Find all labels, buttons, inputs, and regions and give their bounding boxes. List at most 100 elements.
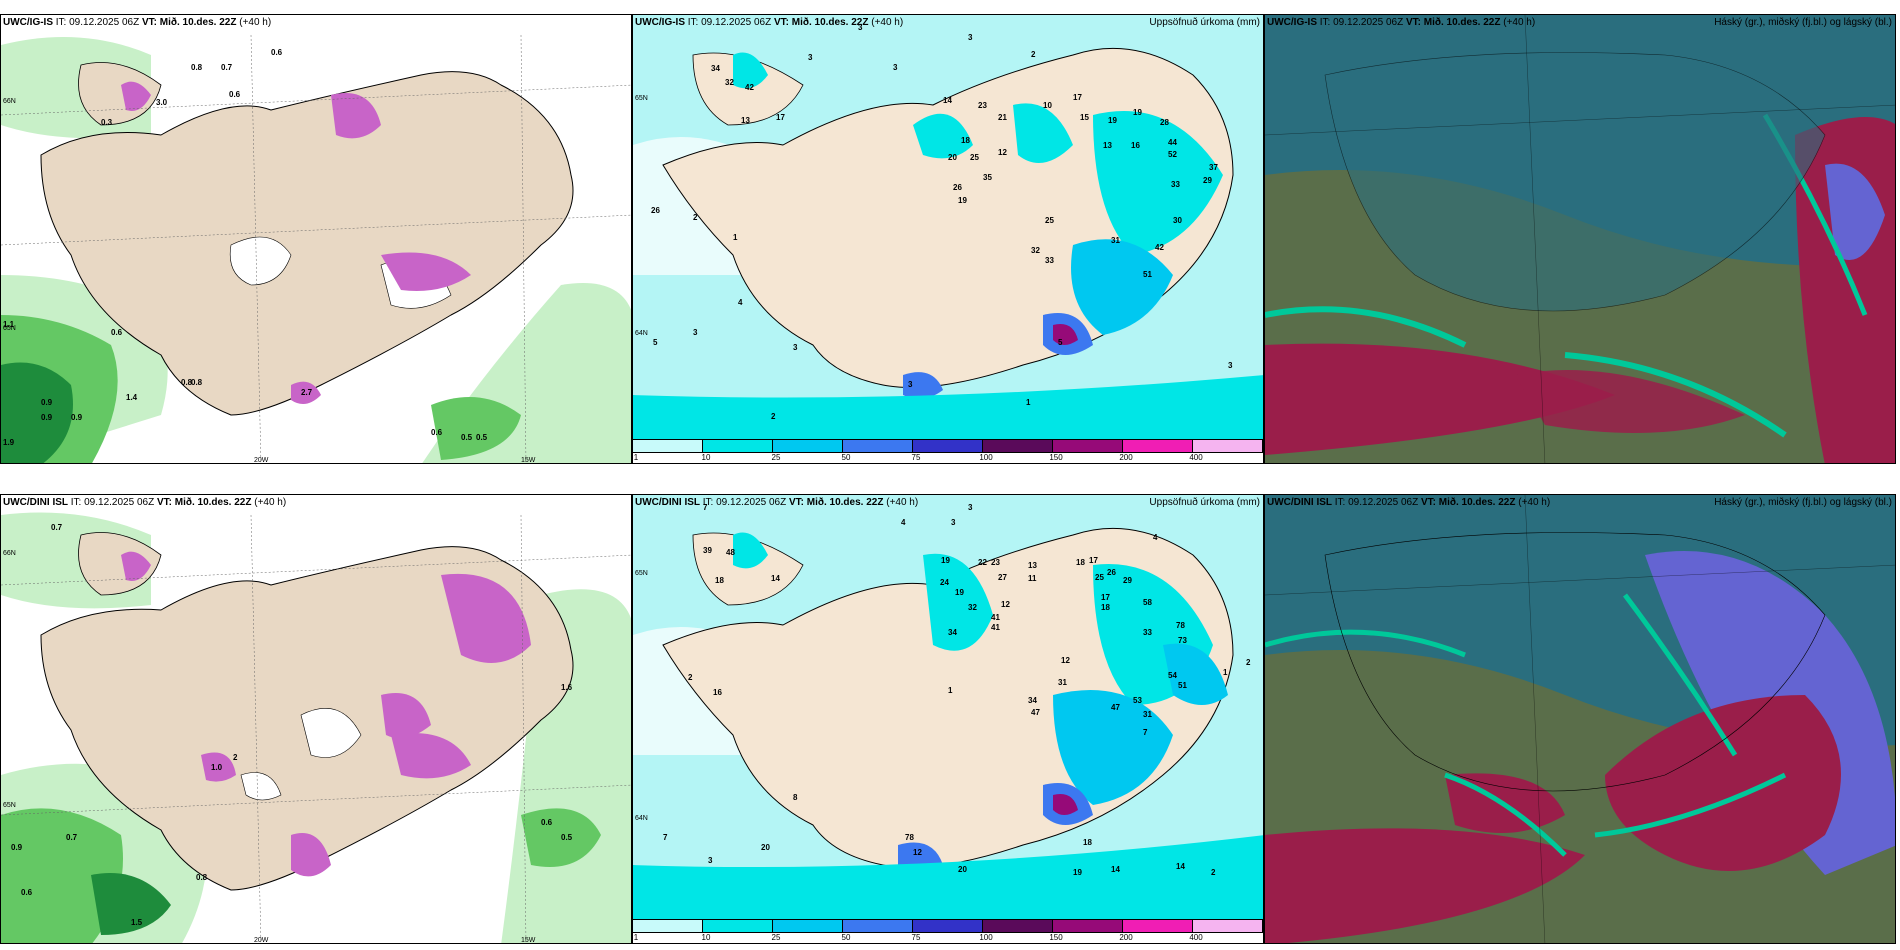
colorbar-swatch — [843, 440, 913, 452]
precip-val: 17 — [776, 113, 785, 122]
colorbar-label: 1 — [633, 933, 639, 942]
precip-val: 4 — [738, 298, 743, 307]
colorbar-swatch — [1053, 920, 1123, 932]
precip-val: 25 — [970, 153, 979, 162]
precip-val: 32 — [725, 78, 734, 87]
precip-val: 3 — [908, 380, 913, 389]
precip-val: 2 — [1246, 658, 1251, 667]
axis-label-1: 65N — [635, 95, 648, 102]
colorbar-label: 100 — [979, 933, 993, 942]
colorbar-swatch — [773, 440, 843, 452]
colorbar-label: 75 — [911, 453, 921, 462]
colorbar-swatch — [773, 920, 843, 932]
precip-val: 2 — [688, 673, 693, 682]
colorbar: 1 10 25 50 75 100 150 200 400 — [633, 439, 1263, 463]
precip-val: 41 — [991, 623, 1000, 632]
axis-label-2: 20W — [254, 937, 269, 944]
precip-val: 18 — [1083, 838, 1092, 847]
precip-label-8: 0.5 — [561, 833, 573, 842]
precip-val: 16 — [713, 688, 722, 697]
precip-label-3: 0.7 — [66, 833, 78, 842]
precip-val: 33 — [1045, 256, 1054, 265]
colorbar-label: 100 — [979, 453, 993, 462]
colorbar-label: 1 — [633, 453, 639, 462]
precip-val: 48 — [726, 548, 735, 557]
precip-val: 34 — [948, 628, 957, 637]
precip-val: 26 — [1107, 568, 1116, 577]
precip-val: 1 — [1223, 668, 1228, 677]
precip-label-14: 1.4 — [126, 393, 138, 402]
precip-label-6: 1.9 — [3, 438, 15, 447]
precip-val: 4 — [1153, 533, 1158, 542]
colorbar-label: 50 — [841, 933, 851, 942]
colorbar-label: 50 — [841, 453, 851, 462]
colorbar-label: 400 — [1189, 933, 1203, 942]
precip-label-16: 0.6 — [431, 428, 443, 437]
precip-val: 16 — [1131, 141, 1140, 150]
panel-ig-cloud: UWC/IG-IS IT: 09.12.2025 06Z VT: Mið. 10… — [1264, 14, 1896, 464]
precip-label-6: 1.0 — [211, 763, 223, 772]
precip-val: 78 — [905, 833, 914, 842]
panel-title: UWC/DINI ISL IT: 09.12.2025 06Z VT: Mið.… — [3, 497, 287, 508]
precip-val: 47 — [1031, 708, 1040, 717]
precip-label-8: 1.1 — [3, 320, 15, 329]
precip-label-15: 2.7 — [301, 388, 313, 397]
precip-val: 18 — [715, 576, 724, 585]
precip-val: 23 — [991, 558, 1000, 567]
precip-val: 17 — [1073, 93, 1082, 102]
colorbar-swatches — [633, 919, 1263, 933]
panel-title: UWC/IG-IS IT: 09.12.2025 06Z VT: Mið. 10… — [3, 17, 272, 28]
colorbar-label: 75 — [911, 933, 921, 942]
precip-val: 2 — [1031, 50, 1036, 59]
panel-dini-precip: UWC/DINI ISL IT: 09.12.2025 06Z VT: Mið.… — [632, 494, 1264, 944]
colorbar-label: 25 — [771, 933, 781, 942]
colorbar-swatch — [1123, 920, 1193, 932]
colorbar-swatch — [703, 920, 773, 932]
colorbar-swatch — [1193, 920, 1263, 932]
map-precip-ig: 34 32 42 13 17 14 23 21 10 17 15 19 19 2… — [633, 15, 1263, 441]
precip-val: 3 — [968, 503, 973, 512]
precip-val: 44 — [1168, 138, 1177, 147]
precip-val: 19 — [958, 196, 967, 205]
precip-val: 42 — [745, 83, 754, 92]
colorbar: 1 10 25 50 75 100 150 200 400 — [633, 919, 1263, 943]
precip-val: 19 — [955, 588, 964, 597]
map-wind-dini: 0.7 1.6 0.9 0.7 0.6 0.8 1.0 2 0.5 0.6 1.… — [1, 495, 631, 944]
precip-val: 13 — [1028, 561, 1037, 570]
colorbar-swatch — [633, 440, 703, 452]
map-precip-dini: 39 48 18 14 19 22 23 13 11 18 17 24 27 2… — [633, 495, 1263, 921]
precip-val: 1 — [733, 233, 738, 242]
precip-val: 19 — [1073, 868, 1082, 877]
precip-val: 17 — [1101, 593, 1110, 602]
precip-val: 3 — [793, 343, 798, 352]
precip-val: 19 — [1133, 108, 1142, 117]
colorbar-swatch — [633, 920, 703, 932]
precip-label-9: 0.6 — [541, 818, 553, 827]
precip-val: 3 — [693, 328, 698, 337]
precip-val: 4 — [901, 518, 906, 527]
axis-label-1: 65N — [3, 802, 16, 809]
precip-label-0: 0.6 — [229, 90, 241, 99]
precip-label-0: 0.7 — [51, 523, 63, 532]
precip-label-4: 0.6 — [21, 888, 33, 897]
panel-title: UWC/DINI ISL IT: 09.12.2025 06Z VT: Mið.… — [635, 497, 919, 508]
panel-ig-precip: UWC/IG-IS IT: 09.12.2025 06Z VT: Mið. 10… — [632, 14, 1264, 464]
map-cloud-dini — [1265, 495, 1895, 943]
precip-val: 21 — [998, 113, 1007, 122]
colorbar-swatch — [1123, 440, 1193, 452]
precip-label-5: 0.3 — [101, 118, 113, 127]
precip-val: 20 — [958, 865, 967, 874]
precip-val: 14 — [771, 574, 780, 583]
precip-val: 34 — [711, 64, 720, 73]
precip-val: 33 — [1143, 628, 1152, 637]
axis-label-2: 20W — [254, 457, 269, 464]
panel-right-title: Háský (gr.), miðský (fj.bl.) og lágský (… — [1714, 497, 1892, 508]
precip-val: 30 — [1173, 216, 1182, 225]
precip-val: 31 — [1111, 236, 1120, 245]
precip-val: 29 — [1123, 576, 1132, 585]
precip-val: 32 — [1031, 246, 1040, 255]
colorbar-label: 25 — [771, 453, 781, 462]
precip-val: 20 — [948, 153, 957, 162]
precip-val: 11 — [1028, 574, 1037, 583]
precip-val: 7 — [1143, 728, 1148, 737]
